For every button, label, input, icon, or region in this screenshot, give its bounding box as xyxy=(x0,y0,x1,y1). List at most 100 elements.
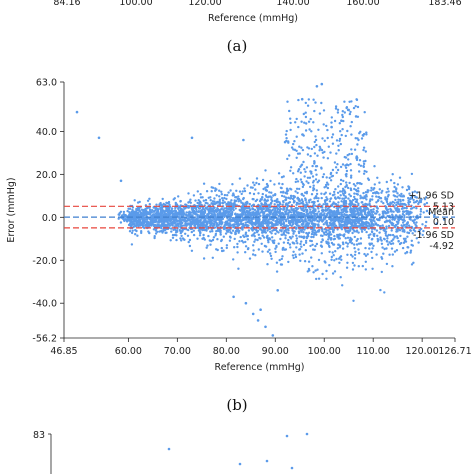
data-point xyxy=(410,211,413,214)
data-point xyxy=(336,247,339,250)
data-point xyxy=(287,260,290,264)
data-point xyxy=(160,229,163,233)
data-point xyxy=(296,180,300,183)
data-point xyxy=(260,242,263,245)
data-point xyxy=(388,253,391,256)
data-point xyxy=(346,261,349,264)
data-point xyxy=(250,234,254,237)
data-point xyxy=(371,198,374,201)
data-point xyxy=(216,229,220,233)
data-point xyxy=(250,223,254,226)
data-point xyxy=(311,211,314,214)
data-point xyxy=(324,206,327,209)
data-point xyxy=(393,250,397,253)
data-point xyxy=(339,182,342,186)
data-point xyxy=(129,218,133,221)
data-point xyxy=(282,221,285,224)
data-point xyxy=(374,222,377,225)
data-point xyxy=(406,235,409,238)
outlier-point xyxy=(232,295,235,299)
data-point xyxy=(230,202,233,205)
data-point xyxy=(385,247,388,250)
data-point xyxy=(187,206,190,209)
data-point xyxy=(284,211,287,214)
data-point xyxy=(333,211,337,214)
data-point xyxy=(171,233,175,237)
data-point xyxy=(339,165,343,169)
data-point xyxy=(227,224,230,227)
data-point xyxy=(337,237,340,240)
data-point xyxy=(143,218,147,222)
data-point xyxy=(298,152,301,155)
data-point xyxy=(244,206,248,209)
data-point xyxy=(278,201,281,204)
data-point xyxy=(305,236,308,239)
data-point xyxy=(238,217,242,220)
data-point xyxy=(132,225,135,229)
data-point xyxy=(262,213,265,217)
data-point xyxy=(159,218,162,221)
data-point xyxy=(296,211,299,214)
outlier-point xyxy=(330,125,333,129)
data-point xyxy=(394,190,398,193)
data-point xyxy=(298,220,302,224)
data-point xyxy=(344,134,347,138)
data-point xyxy=(242,206,245,209)
data-point xyxy=(307,98,310,101)
data-point xyxy=(281,191,285,194)
data-point xyxy=(306,270,309,273)
data-point xyxy=(202,233,205,237)
data-point xyxy=(379,225,382,228)
data-point xyxy=(346,242,350,245)
data-point xyxy=(294,121,297,124)
data-point xyxy=(263,199,267,202)
data-point xyxy=(375,218,379,221)
data-point xyxy=(239,235,242,239)
x-tick-label: 100.00 xyxy=(308,346,341,357)
data-point xyxy=(179,223,182,226)
data-point xyxy=(233,223,236,226)
data-point xyxy=(384,216,388,219)
data-point xyxy=(324,191,327,194)
data-point xyxy=(395,235,399,238)
data-point xyxy=(289,166,293,169)
data-point xyxy=(375,195,378,198)
data-point xyxy=(402,218,405,221)
data-point xyxy=(312,187,316,191)
data-point xyxy=(175,223,178,226)
data-point xyxy=(340,258,343,261)
data-point xyxy=(255,229,258,232)
data-point xyxy=(242,218,245,222)
data-point xyxy=(286,100,289,103)
data-point xyxy=(350,207,353,211)
x-tick-label: 80.00 xyxy=(213,346,240,357)
data-point xyxy=(380,256,383,259)
data-point xyxy=(199,210,202,214)
data-point xyxy=(355,243,359,246)
data-point xyxy=(331,272,335,275)
data-point xyxy=(331,202,335,206)
data-point xyxy=(349,125,352,128)
data-point xyxy=(178,213,181,216)
data-point xyxy=(327,183,330,186)
data-point xyxy=(383,220,387,224)
data-point xyxy=(230,199,233,202)
data-point xyxy=(285,129,288,133)
data-point xyxy=(140,231,143,235)
data-point xyxy=(284,228,288,231)
data-point xyxy=(356,221,360,224)
data-point xyxy=(209,243,212,246)
data-point xyxy=(206,202,209,205)
data-point xyxy=(393,224,396,228)
data-point xyxy=(306,104,310,107)
data-point xyxy=(370,230,374,234)
data-point xyxy=(272,206,275,209)
data-point xyxy=(370,221,374,225)
outlier-point xyxy=(435,222,439,225)
data-point xyxy=(190,230,193,234)
data-point xyxy=(410,243,413,247)
data-point xyxy=(136,201,140,204)
data-point xyxy=(342,202,346,206)
data-point xyxy=(262,231,265,234)
data-point xyxy=(267,210,271,213)
